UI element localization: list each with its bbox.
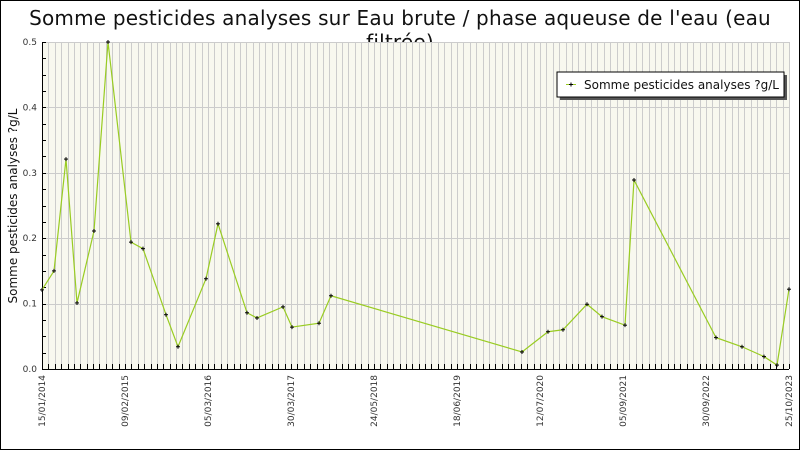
y-axis-ticks: 0.0 0.1 0.2 0.3 0.4 0.5 [23, 38, 46, 375]
x-axis-ticks: 15/01/2014 09/02/2015 05/03/2016 30/03/2017… [38, 364, 795, 427]
data-point-marker [546, 329, 550, 334]
data-point-marker [64, 157, 68, 162]
y-axis-label: Somme pesticides analyses ?g/L [6, 108, 20, 303]
data-point-marker [164, 312, 168, 317]
data-point-marker [255, 315, 259, 320]
data-point-marker [281, 304, 285, 309]
x-tick-label: 05/09/2021 [619, 375, 629, 427]
data-point-marker [106, 40, 110, 44]
data-point-marker [787, 287, 791, 292]
data-point-marker [623, 323, 627, 328]
legend-marker-icon [569, 82, 573, 87]
y-tick-label: 0.3 [23, 169, 37, 179]
data-series [40, 40, 791, 368]
data-point-marker [632, 177, 636, 182]
x-tick-label: 30/09/2022 [702, 375, 712, 427]
legend: Somme pesticides analyses ?g/L [556, 71, 787, 100]
data-point-marker [585, 302, 589, 307]
data-point-marker [92, 229, 96, 234]
data-point-marker [775, 363, 779, 368]
data-point-marker [317, 321, 321, 326]
data-point-marker [52, 268, 56, 273]
legend-box [556, 71, 785, 98]
data-point-marker [600, 314, 604, 319]
y-tick-label: 0.4 [23, 103, 38, 113]
y-tick-label: 0.5 [23, 38, 37, 48]
data-point-marker [740, 344, 744, 349]
y-tick-label: 0.2 [23, 234, 37, 244]
legend-label: Somme pesticides analyses ?g/L [584, 78, 779, 92]
data-point-marker [245, 310, 249, 315]
data-point-marker [714, 335, 718, 340]
data-point-marker [204, 276, 208, 281]
axes [42, 42, 789, 370]
data-point-marker [290, 325, 294, 330]
y-tick-label: 0.0 [23, 365, 38, 375]
x-tick-label: 05/03/2016 [204, 375, 214, 427]
x-tick-label: 30/03/2017 [287, 375, 297, 427]
series-line [41, 41, 790, 367]
x-tick-label: 18/06/2019 [453, 375, 463, 427]
data-point-marker [141, 246, 145, 251]
data-point-marker [75, 300, 79, 305]
x-tick-label: 25/10/2023 [785, 375, 795, 427]
data-point-marker [216, 221, 220, 226]
x-tick-label: 24/05/2018 [370, 375, 380, 427]
y-tick-label: 0.1 [23, 300, 37, 310]
x-tick-label: 15/01/2014 [38, 375, 48, 427]
data-point-marker [176, 344, 180, 349]
data-point-marker [40, 287, 44, 292]
x-tick-label: 09/02/2015 [121, 375, 131, 427]
data-point-marker [561, 327, 565, 332]
data-point-marker [520, 349, 524, 354]
data-point-marker [129, 240, 133, 245]
data-point-marker [762, 354, 766, 359]
data-point-marker [329, 293, 333, 298]
x-tick-label: 12/07/2020 [536, 375, 546, 427]
